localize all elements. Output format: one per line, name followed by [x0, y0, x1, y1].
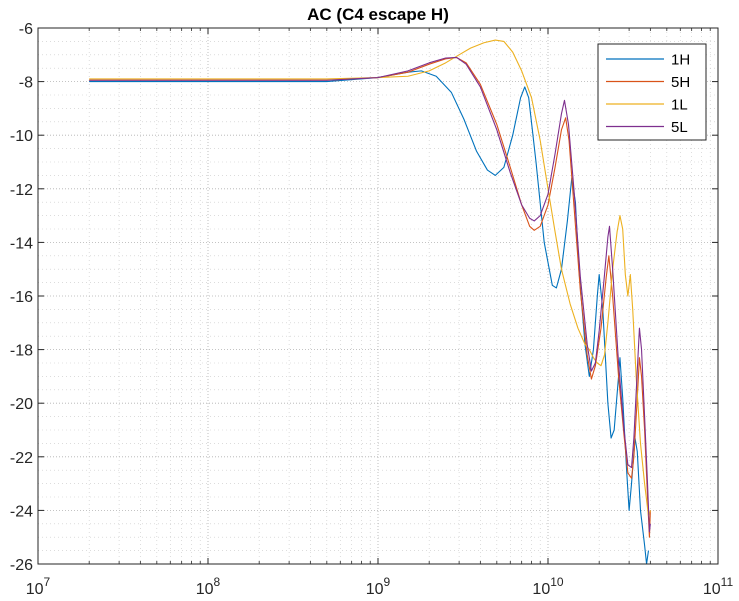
legend-box: [597, 43, 707, 141]
y-tick-label: -18: [10, 343, 33, 360]
y-tick-label: -12: [10, 182, 33, 199]
y-tick-label: -26: [10, 557, 33, 574]
y-tick-label: -16: [10, 289, 33, 306]
x-tick-label: 1011: [703, 575, 734, 598]
legend: 1H 5H 1L 5L: [597, 43, 707, 141]
series-line-5l: [89, 56, 651, 533]
x-tick-label: 108: [196, 575, 221, 598]
x-tick-label: 1010: [532, 575, 563, 598]
y-tick-label: -14: [10, 235, 33, 252]
y-tick-label: -6: [19, 21, 33, 38]
legend-label-5h: 5H: [671, 74, 690, 91]
y-tick-label: -10: [10, 128, 33, 145]
y-tick-labels: -6 -8 -10 -12 -14 -16 -18 -20 -22 -24 -26: [10, 21, 33, 574]
y-tick-label: -22: [10, 450, 33, 467]
y-tick-label: -20: [10, 396, 33, 413]
y-tick-label: -8: [19, 75, 33, 92]
x-tick-label: 109: [366, 575, 391, 598]
series-lines: [89, 39, 651, 565]
x-tick-label: 107: [26, 575, 51, 598]
axis-ticks: [37, 27, 719, 565]
legend-label-5l: 5L: [671, 119, 688, 136]
x-tick-labels: 107 108 109 1010 1011: [26, 575, 734, 598]
legend-label-1h: 1H: [671, 52, 690, 69]
legend-label-1l: 1L: [671, 97, 688, 114]
chart-title: AC (C4 escape H): [307, 5, 449, 24]
y-tick-label: -24: [10, 503, 33, 520]
